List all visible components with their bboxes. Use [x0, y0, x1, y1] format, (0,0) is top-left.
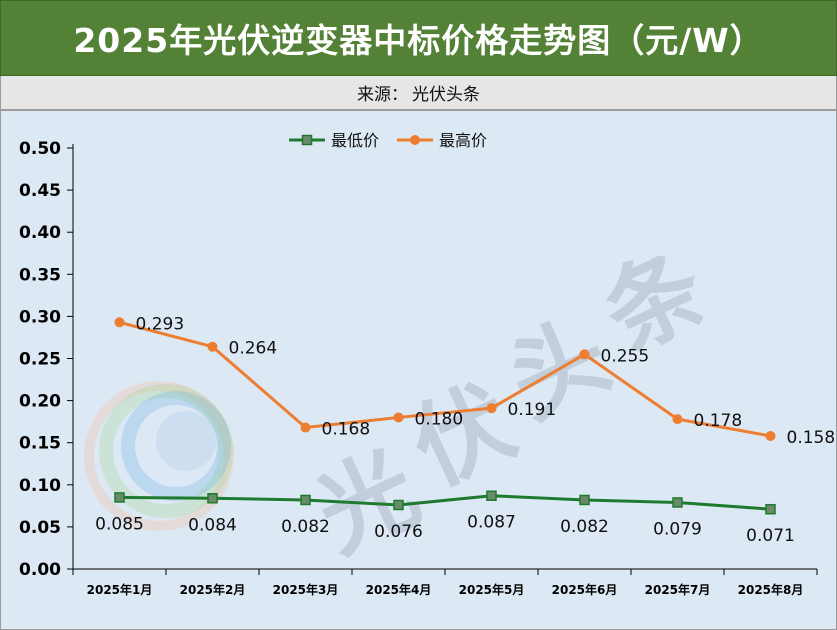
data-point — [672, 497, 683, 508]
y-tick-label: 0.45 — [19, 181, 61, 201]
x-tick-label: 2025年8月 — [738, 582, 804, 597]
data-label: 0.085 — [95, 514, 144, 534]
series-line-low — [119, 494, 771, 511]
source-label: 来源： — [357, 85, 408, 105]
x-tick-label: 2025年6月 — [552, 582, 618, 597]
data-label: 0.076 — [374, 522, 423, 542]
y-tick-label: 0.00 — [19, 560, 61, 580]
series-layer — [114, 317, 776, 515]
y-tick-label: 0.15 — [19, 434, 61, 454]
data-label: 0.264 — [229, 339, 278, 359]
x-tick-label: 2025年2月 — [180, 582, 246, 597]
data-point — [579, 494, 590, 506]
series-line-high — [119, 320, 771, 438]
data-label: 0.293 — [136, 314, 185, 334]
watermark-char: 伏 — [396, 365, 530, 507]
data-label: 0.079 — [653, 519, 702, 539]
y-tick-label: 0.40 — [19, 223, 61, 243]
data-label: 0.082 — [560, 517, 609, 537]
data-label: 0.255 — [601, 346, 650, 366]
source-value: 光伏头条 — [412, 85, 480, 105]
data-label: 0.180 — [415, 409, 464, 429]
data-label: 0.178 — [694, 411, 743, 431]
data-label: 0.082 — [281, 517, 330, 537]
data-point — [765, 430, 776, 441]
data-point — [765, 503, 776, 515]
watermark-logo-icon — [84, 381, 234, 531]
x-tick-label: 2025年1月 — [87, 582, 153, 597]
data-point — [114, 492, 125, 503]
chart-title: 2025年光伏逆变器中标价格走势图（元/W） — [73, 21, 764, 60]
source-bar: 来源： 光伏头条 — [0, 76, 837, 110]
data-label: 0.084 — [188, 515, 237, 535]
chart-title-bar: 2025年光伏逆变器中标价格走势图（元/W） — [0, 0, 837, 76]
legend-label: 最低价 — [331, 131, 379, 150]
data-point — [486, 403, 497, 414]
legend-item-low[interactable]: 最低价 — [289, 131, 379, 150]
y-tick-label: 0.50 — [19, 139, 61, 159]
y-tick-label: 0.35 — [19, 265, 61, 285]
data-point — [672, 414, 683, 425]
y-axis: 0.00 0.05 0.10 0.15 0.20 0.25 0.30 0.35 0.40 0.45… — [19, 139, 74, 580]
data-point — [207, 493, 218, 504]
data-labels: 0.085 0.084 0.082 0.076 0.087 0.082 0.079 0.071… — [95, 314, 835, 546]
x-tick-label: 2025年3月 — [273, 582, 339, 597]
legend-marker — [301, 134, 313, 146]
data-point — [300, 422, 311, 433]
data-label: 0.087 — [467, 513, 516, 533]
legend[interactable]: 最低价 最高价 — [289, 131, 487, 150]
data-point — [393, 499, 404, 511]
plot-area: 光伏头条 0.00 0.05 0.10 0.15 0.20 0.25 0.30 0.35 0.4… — [0, 110, 837, 630]
data-point — [393, 412, 404, 423]
legend-label: 最高价 — [439, 131, 487, 150]
y-tick-label: 0.25 — [19, 350, 61, 370]
y-tick-label: 0.20 — [19, 392, 61, 412]
x-tick-label: 2025年4月 — [366, 582, 432, 597]
data-point — [486, 490, 497, 501]
legend-marker — [410, 135, 420, 145]
data-point — [579, 349, 590, 360]
data-label: 0.168 — [322, 420, 371, 440]
data-point — [207, 341, 218, 352]
legend-item-high[interactable]: 最高价 — [397, 131, 487, 150]
data-label: 0.071 — [746, 526, 795, 546]
data-point — [114, 317, 125, 328]
data-label: 0.191 — [508, 400, 557, 420]
x-tick-label: 2025年7月 — [645, 582, 711, 597]
x-axis: 2025年1月 2025年2月 2025年3月 2025年4月 2025年5月 2025年… — [72, 568, 818, 597]
y-tick-label: 0.30 — [19, 307, 61, 327]
y-tick-label: 0.10 — [19, 476, 61, 496]
line-chart: 光伏头条 0.000.050.100.150.200.250.300.350.4… — [19, 131, 835, 597]
x-tick-label: 2025年5月 — [459, 582, 525, 597]
data-label: 0.158 — [787, 428, 836, 448]
data-point — [300, 494, 311, 506]
y-tick-label: 0.05 — [19, 518, 61, 538]
